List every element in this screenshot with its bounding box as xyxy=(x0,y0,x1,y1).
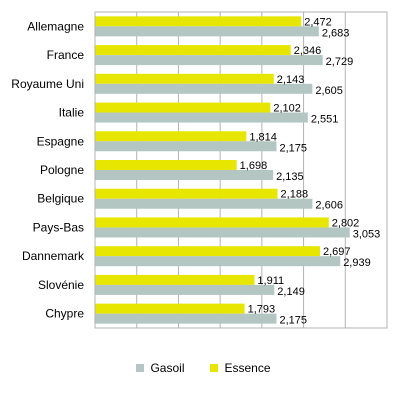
bar-essence xyxy=(95,102,271,113)
category-label: Pays-Bas xyxy=(33,220,84,234)
legend-swatch-essence xyxy=(210,364,219,372)
value-label-essence: 1,698 xyxy=(240,160,268,172)
value-label-gasoil: 2,683 xyxy=(322,27,350,39)
legend-item-essence: Essence xyxy=(210,361,271,375)
value-label-essence: 1,814 xyxy=(249,131,277,143)
bar-gasoil xyxy=(95,170,274,180)
legend-label-gasoil: Gasoil xyxy=(150,361,185,375)
bar-essence xyxy=(95,188,278,199)
category-label: Italie xyxy=(59,106,85,120)
bar-gasoil xyxy=(95,284,275,295)
category-label: Pologne xyxy=(40,163,84,177)
category-labels: Allemagne France Royaume Uni Italie Espagne P… xyxy=(11,19,85,320)
value-label-gasoil: 2,605 xyxy=(315,85,343,97)
value-label-essence: 1,911 xyxy=(257,275,284,287)
value-label-gasoil: 2,606 xyxy=(315,200,343,212)
bar-essence xyxy=(95,160,237,170)
plot-frame xyxy=(94,11,388,329)
bar-essence xyxy=(95,303,245,314)
value-label-essence: 1,793 xyxy=(248,304,276,316)
legend: Gasoil Essence xyxy=(0,358,407,378)
value-label-gasoil: 2,135 xyxy=(276,171,304,183)
category-label: Chypre xyxy=(45,307,84,321)
value-label-essence: 2,697 xyxy=(323,246,351,258)
value-label-gasoil: 2,729 xyxy=(326,56,354,68)
bar-gasoil xyxy=(95,227,350,238)
category-label: Allemagne xyxy=(27,19,84,33)
bar-essence xyxy=(95,131,247,142)
legend-label-essence: Essence xyxy=(224,361,271,375)
legend-item-gasoil: Gasoil xyxy=(136,361,184,375)
bar-essence xyxy=(95,45,291,56)
bar-gasoil xyxy=(95,112,308,123)
bar-essence xyxy=(95,217,329,228)
bar-essence xyxy=(95,274,255,285)
bar-gasoil xyxy=(95,141,277,152)
bar-essence xyxy=(95,16,302,27)
bars xyxy=(95,16,350,324)
value-label-gasoil: 2,149 xyxy=(277,286,305,298)
value-label-essence: 2,472 xyxy=(304,16,332,28)
bar-gasoil xyxy=(95,26,319,37)
value-label-essence: 2,102 xyxy=(273,103,301,115)
category-label: Royaume Uni xyxy=(11,77,84,91)
value-label-essence: 2,346 xyxy=(294,45,322,57)
value-label-gasoil: 2,939 xyxy=(343,257,371,269)
category-label: Espagne xyxy=(37,134,85,148)
legend-swatch-gasoil xyxy=(136,364,145,372)
bar-essence xyxy=(95,73,274,84)
bar-essence xyxy=(95,246,321,257)
value-label-essence: 2,802 xyxy=(332,217,360,229)
category-label: Belgique xyxy=(37,192,84,206)
value-label-essence: 2,143 xyxy=(277,74,305,86)
category-label: Dannemark xyxy=(22,249,85,263)
bar-gasoil xyxy=(95,313,277,324)
category-label: France xyxy=(47,48,85,62)
value-label-gasoil: 2,175 xyxy=(279,315,307,327)
bar-gasoil xyxy=(95,55,323,66)
value-label-essence: 2,188 xyxy=(281,189,309,201)
bar-gasoil xyxy=(95,198,313,209)
bar-gasoil xyxy=(95,83,313,94)
category-label: Slovénie xyxy=(38,278,84,292)
value-label-gasoil: 2,175 xyxy=(279,142,307,154)
bar-gasoil xyxy=(95,256,341,267)
value-label-gasoil: 3,053 xyxy=(353,228,381,240)
value-label-gasoil: 2,551 xyxy=(311,114,339,126)
